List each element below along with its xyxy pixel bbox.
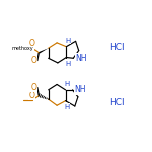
Text: O: O [30,56,36,65]
Text: O: O [29,91,35,100]
Text: HCl: HCl [109,98,125,107]
Text: HCl: HCl [109,43,125,52]
Text: NH: NH [75,54,87,63]
Polygon shape [39,48,49,54]
Text: methoxy: methoxy [12,46,33,51]
Text: O: O [30,83,36,92]
Text: H: H [64,81,70,87]
Text: NH: NH [74,85,86,94]
Text: H: H [65,38,71,44]
Text: H: H [65,61,71,67]
Text: H: H [64,104,70,110]
Text: O: O [29,39,35,48]
